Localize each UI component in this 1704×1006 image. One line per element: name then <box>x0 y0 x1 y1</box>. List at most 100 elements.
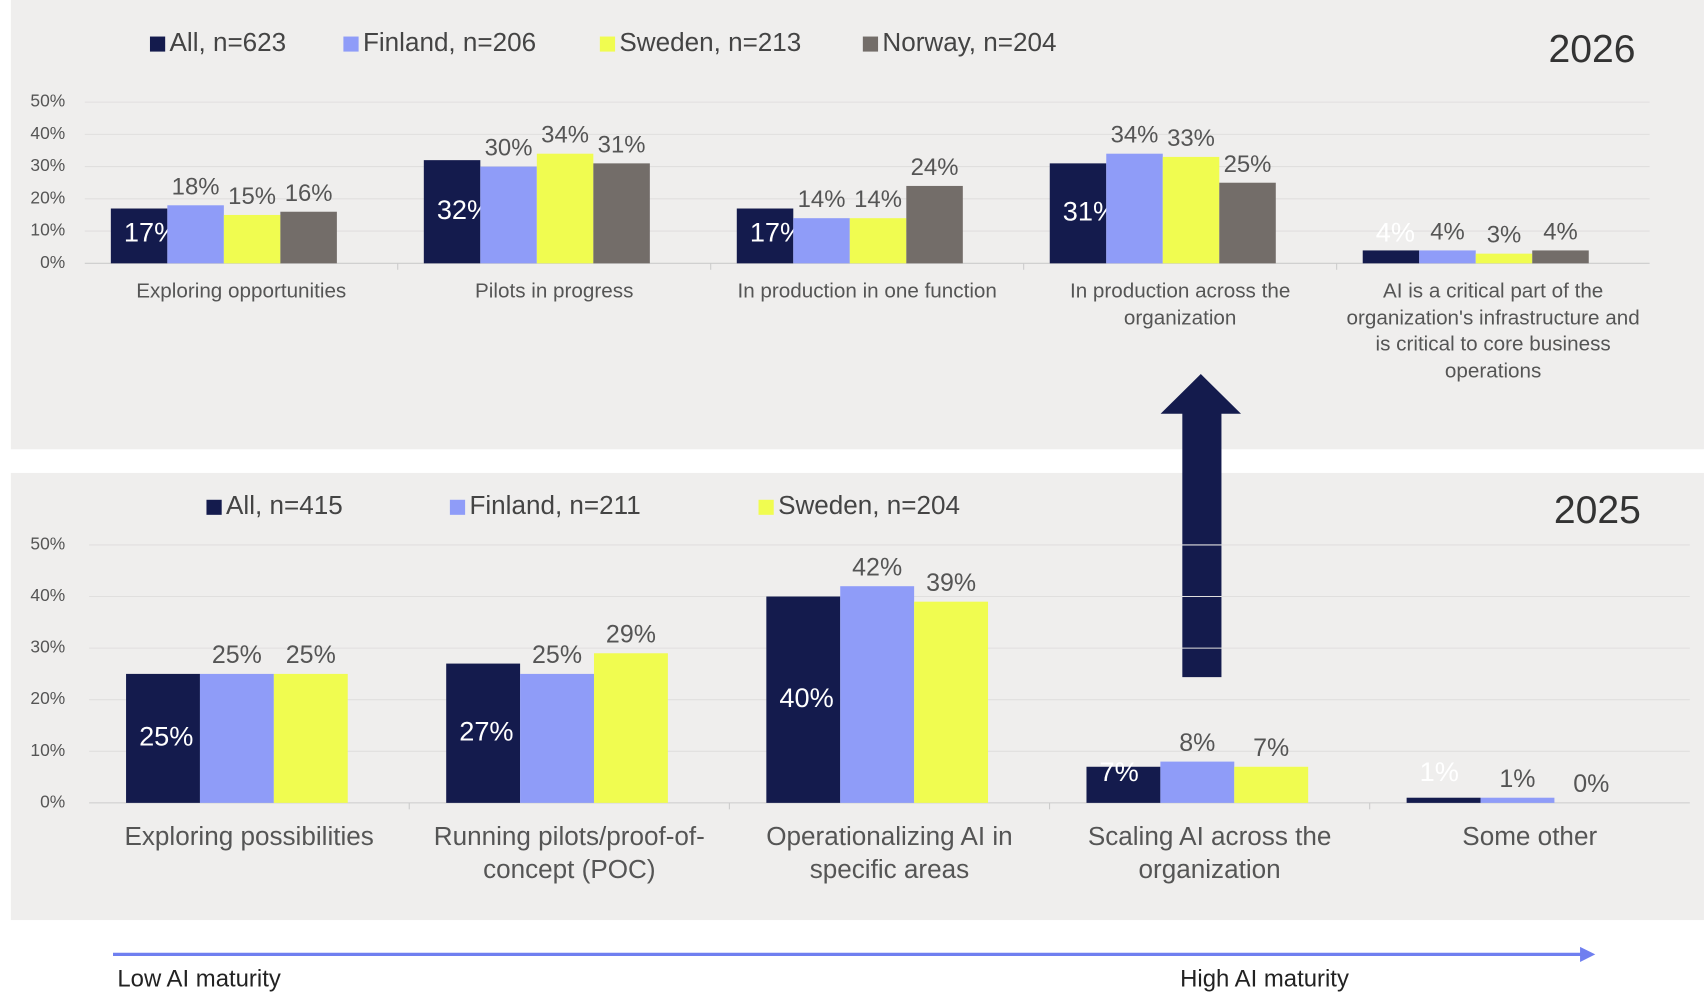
chart-title: 2026 <box>1548 28 1635 71</box>
bar <box>280 211 337 264</box>
x-tick-label: In production across the organization <box>1069 280 1291 330</box>
bar <box>736 208 794 264</box>
y-tick-label: 40% <box>30 123 65 143</box>
bar <box>1049 163 1107 264</box>
legend-swatch <box>599 36 616 52</box>
value-label: 25% <box>532 642 582 669</box>
bar <box>914 601 989 803</box>
value-label: 31% <box>598 132 646 159</box>
value-label: 40% <box>779 683 833 713</box>
legend-swatch <box>206 499 222 515</box>
bar <box>446 663 521 803</box>
value-label: 42% <box>852 555 902 582</box>
legend-label: Sweden, n=213 <box>619 29 801 57</box>
legend-swatch <box>449 499 466 515</box>
bar <box>849 218 907 264</box>
bar <box>793 218 850 264</box>
value-label: 27% <box>459 716 513 746</box>
bar <box>423 160 481 264</box>
bar <box>1234 766 1309 803</box>
y-tick-label: 30% <box>30 155 65 175</box>
value-label: 4% <box>1430 219 1465 246</box>
chart-title: 2025 <box>1554 489 1641 532</box>
x-tick-label: In production in one function <box>737 280 997 304</box>
bar <box>766 596 841 803</box>
bar <box>1480 797 1555 803</box>
value-label: 18% <box>172 173 220 200</box>
value-label: 39% <box>926 570 976 597</box>
bar <box>273 673 348 803</box>
bar <box>536 153 594 264</box>
low-label: Low AI maturity <box>117 965 281 993</box>
up-arrow <box>1160 374 1242 678</box>
bar <box>1475 253 1533 264</box>
value-label: 4% <box>1543 219 1578 246</box>
value-label: 29% <box>606 622 656 649</box>
value-label: 34% <box>541 122 589 149</box>
y-tick-label: 50% <box>30 534 65 554</box>
value-label: 7% <box>1253 735 1289 762</box>
y-tick-label: 10% <box>30 220 65 240</box>
bar <box>480 166 537 264</box>
legend-swatch <box>343 36 359 52</box>
bar <box>840 586 915 803</box>
value-label: 15% <box>228 183 276 210</box>
y-tick-label: 10% <box>30 740 65 760</box>
bar <box>1106 153 1163 264</box>
bar <box>520 673 594 803</box>
bar <box>223 214 281 264</box>
value-label: 1% <box>1499 766 1535 793</box>
y-tick-label: 30% <box>30 637 65 657</box>
value-label: 24% <box>911 154 959 181</box>
y-tick-label: 20% <box>30 187 65 207</box>
bar <box>1419 250 1476 264</box>
x-tick-label: Exploring opportunities <box>136 280 347 304</box>
value-label: 0% <box>1573 771 1609 798</box>
y-tick-label: 40% <box>30 585 65 605</box>
y-tick-label: 0% <box>40 252 65 272</box>
bar <box>199 673 274 803</box>
legend-swatch <box>149 36 166 52</box>
x-tick-label: Scaling AI across the organization <box>1087 822 1332 885</box>
maturity-arrow-head <box>1580 946 1596 962</box>
legend-label: Sweden, n=204 <box>778 492 960 520</box>
x-tick-label: AI is a critical part of the organizatio… <box>1346 280 1640 383</box>
legend-swatch <box>758 499 774 515</box>
legend-label: Finland, n=211 <box>469 492 640 520</box>
value-label: 14% <box>854 186 902 213</box>
bar <box>1219 182 1276 264</box>
x-tick-label: Exploring possibilities <box>124 822 374 852</box>
value-label: 3% <box>1487 222 1522 249</box>
bar <box>1160 761 1235 803</box>
x-tick-label: Operationalizing AI in specific areas <box>766 822 1013 885</box>
bar <box>593 653 668 803</box>
value-label: 30% <box>485 135 533 162</box>
bar <box>1362 250 1420 264</box>
value-label: 25% <box>212 642 262 669</box>
value-label: 1% <box>1420 757 1459 787</box>
value-label: 14% <box>798 186 846 213</box>
bar <box>1086 766 1161 803</box>
value-label: 34% <box>1111 122 1159 149</box>
legend-label: All, n=623 <box>170 29 287 57</box>
value-label: 16% <box>285 180 333 207</box>
y-tick-label: 20% <box>30 688 65 708</box>
legend-label: Finland, n=206 <box>363 29 536 57</box>
bar <box>906 185 963 264</box>
bar <box>1162 156 1220 264</box>
y-tick-label: 0% <box>40 792 65 812</box>
value-label: 4% <box>1376 218 1415 248</box>
value-label: 7% <box>1100 757 1139 787</box>
value-label: 25% <box>1224 151 1272 178</box>
bar <box>593 163 650 264</box>
bar <box>1532 250 1589 264</box>
value-label: 8% <box>1179 730 1215 757</box>
high-label: High AI maturity <box>1180 965 1349 993</box>
bar <box>126 673 200 803</box>
legend-label: Norway, n=204 <box>882 29 1056 57</box>
x-tick-label: Some other <box>1462 822 1598 852</box>
bar <box>167 205 224 264</box>
